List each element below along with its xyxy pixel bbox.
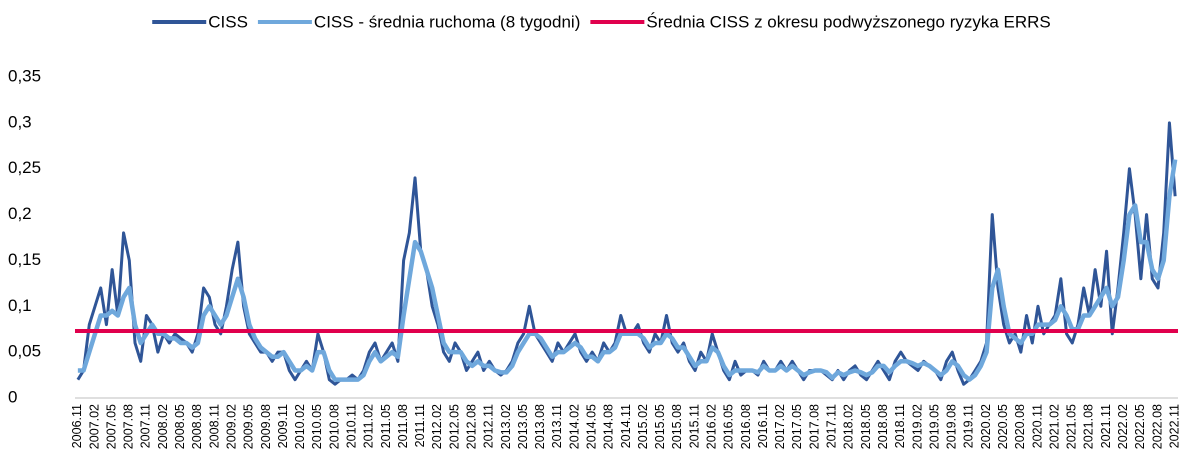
y-tick-label: 0,15 [8,250,41,269]
x-tick-label: 2017.02 [773,404,787,449]
x-tick-label: 2018.05 [859,404,873,449]
x-tick-label: 2015.05 [653,404,667,449]
x-tick-label: 2018.02 [842,404,856,449]
legend: CISS CISS - średnia ruchoma (8 tygodni) Śr… [152,12,1051,31]
x-tick-label: 2009.05 [242,404,256,449]
x-tick-label: 2015.02 [636,404,650,449]
x-tick-label: 2011.02 [362,404,376,448]
x-tick-label: 2013.05 [516,404,530,449]
legend-label: Średnia CISS z okresu podwyższonego ryzy… [646,12,1050,31]
x-tick-label: 2016.11 [756,404,770,448]
x-tick-label: 2016.02 [705,404,719,449]
y-tick-label: 0,2 [8,204,32,223]
x-tick-label: 2021.11 [1099,404,1113,448]
x-tick-label: 2014.08 [602,404,616,449]
x-tick-label: 2013.08 [533,404,547,449]
x-tick-label: 2012.05 [447,404,461,449]
y-tick-label: 0,05 [8,342,41,361]
x-tick-label: 2017.05 [790,404,804,449]
x-tick-label: 2014.02 [567,404,581,449]
x-tick-label: 2019.02 [910,404,924,449]
y-tick-label: 0 [8,387,17,406]
x-tick-label: 2012.08 [464,404,478,449]
x-tick-label: 2020.11 [1030,404,1044,448]
x-tick-label: 2012.02 [430,404,444,449]
x-tick-label: 2015.11 [687,404,701,448]
y-tick-label: 0,25 [8,158,41,177]
x-tick-label: 2011.05 [379,404,393,448]
x-tick-label: 2009.02 [224,404,238,449]
x-tick-label: 2018.11 [893,404,907,448]
x-tick-label: 2017.08 [807,404,821,449]
x-tick-label: 2014.11 [619,404,633,448]
x-tick-label: 2010.11 [344,404,358,448]
x-tick-label: 2007.08 [122,404,136,449]
x-tick-label: 2021.08 [1082,404,1096,449]
x-tick-label: 2017.11 [825,404,839,448]
y-tick-label: 0,35 [8,66,41,85]
x-tick-label: 2018.08 [876,404,890,449]
x-tick-label: 2020.05 [996,404,1010,449]
x-tick-label: 2020.02 [979,404,993,449]
x-tick-label: 2013.11 [550,404,564,448]
x-tick-label: 2010.05 [310,404,324,449]
x-tick-label: 2007.05 [104,404,118,449]
x-tick-label: 2022.08 [1150,404,1164,449]
x-tick-label: 2007.11 [139,404,153,448]
x-tick-label: 2021.02 [1047,404,1061,449]
x-tick-label: 2020.08 [1013,404,1027,449]
x-tick-label: 2019.08 [945,404,959,449]
x-tick-label: 2011.08 [396,404,410,448]
x-tick-label: 2021.05 [1065,404,1079,449]
x-tick-label: 2010.08 [327,404,341,449]
x-tick-label: 2015.08 [670,404,684,449]
x-tick-label: 2008.05 [173,404,187,449]
x-tick-label: 2009.08 [259,404,273,449]
x-tick-label: 2022.11 [1167,404,1181,448]
x-tick-label: 2014.05 [585,404,599,449]
x-tick-label: 2016.05 [722,404,736,449]
x-tick-label: 2007.02 [87,404,101,449]
x-tick-label: 2013.02 [499,404,513,449]
x-tick-label: 2008.11 [207,404,221,448]
legend-label: CISS - średnia ruchoma (8 tygodni) [314,12,580,31]
series-line [77,159,1178,382]
x-tick-label: 2019.11 [962,404,976,448]
legend-label: CISS [208,12,248,31]
x-tick-label: 2022.02 [1116,404,1130,449]
x-tick-label: 2006.11 [70,404,84,448]
x-tick-label: 2011.11 [413,404,427,447]
x-tick-label: 2012.11 [482,404,496,448]
x-tick-label: 2009.11 [276,404,290,448]
y-tick-label: 0,1 [8,296,32,315]
x-tick-label: 2016.08 [739,404,753,449]
x-tick-label: 2010.02 [293,404,307,449]
x-tick-label: 2019.05 [927,404,941,449]
x-tick-label: 2008.02 [156,404,170,449]
x-tick-label: 2008.08 [190,404,204,449]
series-line [76,121,1177,386]
x-tick-label: 2022.05 [1133,404,1147,449]
y-tick-label: 0,3 [8,112,32,131]
